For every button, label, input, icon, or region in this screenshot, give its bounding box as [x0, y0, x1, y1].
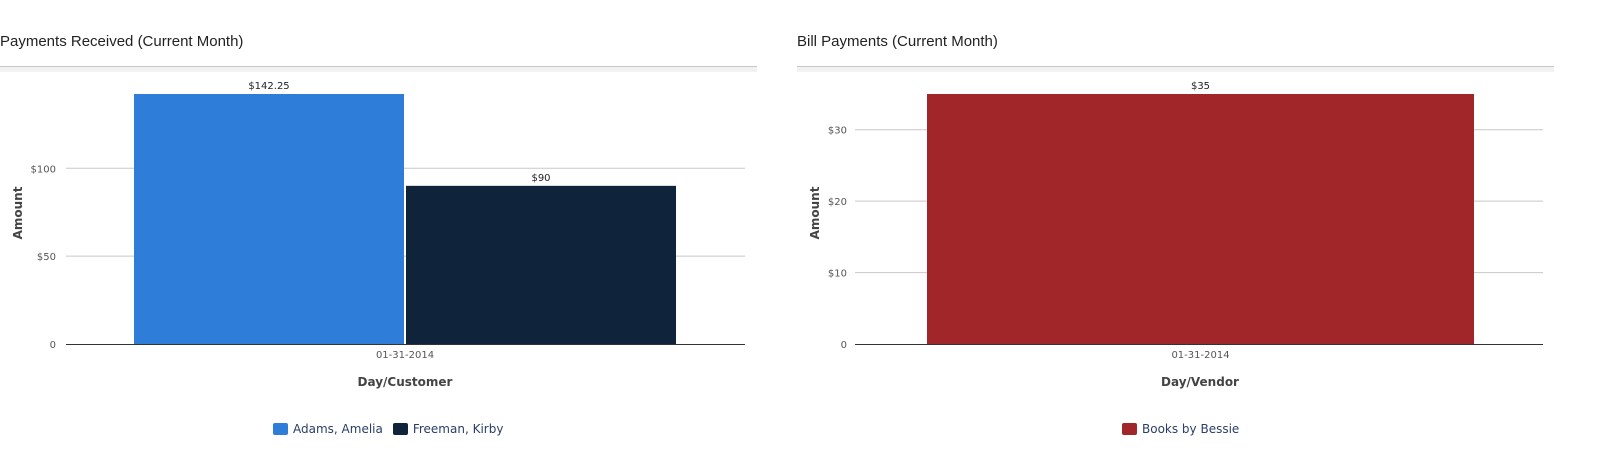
y-tick-label: $30	[828, 126, 847, 137]
y-tick-label: 0	[841, 340, 847, 351]
legend-swatch	[273, 423, 288, 435]
x-axis-title: Day/Customer	[358, 375, 453, 389]
chart-title: Bill Payments (Current Month)	[797, 33, 998, 50]
y-tick-label: $100	[31, 164, 56, 175]
x-tick-label: 01-31-2014	[376, 350, 434, 361]
legend-label: Books by Bessie	[1142, 422, 1240, 436]
bar[interactable]	[134, 94, 404, 344]
legend-item[interactable]: Freeman, Kirby	[392, 422, 504, 436]
legend-swatch	[1122, 423, 1137, 435]
bar-data-label: $35	[1191, 81, 1210, 92]
bar[interactable]	[406, 185, 676, 344]
x-tick-label: 01-31-2014	[1171, 350, 1229, 361]
legend-item[interactable]: Books by Bessie	[1122, 422, 1239, 436]
y-axis-title: Amount	[11, 186, 25, 239]
payments-received-panel: Payments Received (Current Month) 0 $50 $1…	[0, 0, 760, 462]
y-tick-label: $10	[828, 269, 847, 280]
payments-received-chart: 0 $50 $100 $142.25 $90 01-31-2014 Day/Customer…	[11, 81, 745, 389]
legend-label: Freeman, Kirby	[412, 422, 504, 436]
bar-data-label: $90	[531, 173, 550, 184]
y-tick-label: $50	[37, 252, 56, 263]
y-tick-label: $20	[828, 197, 847, 208]
legend-swatch	[392, 423, 408, 435]
chart-title: Payments Received (Current Month)	[0, 33, 244, 50]
y-axis-title: Amount	[808, 186, 822, 239]
legend-label: Adams, Amelia	[293, 422, 383, 436]
chart-legend: Books by Bessie	[1122, 422, 1239, 436]
bar-data-label: $142.25	[248, 81, 289, 92]
x-axis-title: Day/Vendor	[1161, 375, 1239, 389]
legend-item[interactable]: Adams, Amelia	[273, 422, 383, 436]
bar[interactable]	[927, 94, 1474, 344]
chart-legend: Adams, Amelia Freeman, Kirby	[273, 422, 503, 436]
y-tick-label: 0	[50, 340, 56, 351]
title-divider	[797, 66, 1554, 72]
bill-payments-panel: Bill Payments (Current Month) 0 $10 $20 $30…	[797, 0, 1557, 462]
title-divider	[0, 66, 757, 72]
bill-payments-chart: 0 $10 $20 $30 $35 01-31-2014 Day/Vendor Amount	[808, 81, 1543, 389]
